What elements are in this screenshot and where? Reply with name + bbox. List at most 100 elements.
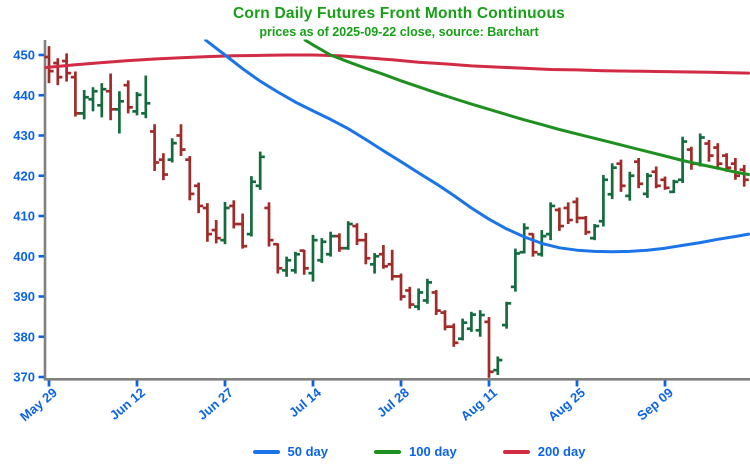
y-tick-label: 420	[13, 168, 35, 183]
x-tick-label: Aug 25	[545, 385, 588, 424]
ohlc-bar	[246, 176, 256, 237]
ohlc-bar	[581, 216, 591, 235]
legend: 50 day 100 day 200 day	[0, 444, 750, 459]
y-tick-label: 450	[13, 48, 35, 63]
ohlc-bar	[282, 256, 292, 277]
ohlc-bar	[150, 124, 160, 171]
y-tick-label: 400	[13, 249, 35, 264]
y-tick-label: 440	[13, 88, 35, 103]
ohlc-bar	[141, 75, 151, 119]
ohlc-bar	[211, 220, 221, 244]
ohlc-bar	[660, 176, 670, 190]
ohlc-bar	[378, 244, 388, 269]
legend-item-200-day: 200 day	[502, 444, 586, 459]
legend-label-100-day: 100 day	[409, 444, 457, 459]
y-tick-label: 430	[13, 128, 35, 143]
ohlc-bar	[704, 139, 714, 162]
ohlc-bar	[62, 53, 72, 82]
y-tick-label: 380	[13, 329, 35, 344]
legend-label-50-day: 50 day	[287, 444, 329, 459]
ohlc-bar	[572, 197, 582, 224]
ohlc-bar	[167, 138, 177, 163]
x-tick-label: Jun 27	[195, 385, 236, 423]
y-tick-label: 410	[13, 209, 35, 224]
ohlc-bar	[317, 238, 327, 264]
ohlc-bar	[238, 213, 248, 249]
ohlc-bar	[502, 301, 512, 329]
ohlc-bar	[308, 234, 318, 282]
chart-title: Corn Daily Futures Front Month Continuou…	[233, 5, 565, 22]
ohlc-bar	[299, 249, 309, 275]
ohlc-bar	[194, 182, 204, 214]
ohlc-bar	[106, 73, 116, 121]
ma200-line	[44, 53, 750, 75]
ohlc-bar	[255, 151, 265, 190]
ohlc-bar	[97, 83, 107, 118]
ohlc-bar	[264, 202, 274, 247]
x-tick-label: Jul 14	[286, 384, 324, 420]
ohlc-bar	[642, 172, 652, 198]
ohlc-bar	[88, 87, 98, 112]
ohlc-bar	[343, 221, 353, 250]
ohlc-bar	[634, 158, 644, 189]
ohlc-bar	[607, 163, 617, 200]
ohlc-bar	[370, 253, 380, 274]
ohlc-bar	[79, 90, 89, 120]
y-tick-label: 370	[13, 370, 35, 385]
ohlc-bar	[730, 158, 740, 180]
ohlc-bar	[132, 92, 142, 116]
ohlc-bar	[44, 46, 54, 84]
ohlc-bar	[414, 288, 424, 311]
ohlc-bar	[466, 311, 476, 332]
chart-subtitle: prices as of 2025-09-22 close, source: B…	[259, 25, 539, 39]
x-tick-label: Aug 11	[458, 385, 500, 424]
ohlc-bar	[686, 146, 696, 170]
ma100-line	[303, 39, 750, 176]
ohlc-bar	[405, 286, 415, 309]
x-tick-label: May 29	[17, 385, 60, 424]
ohlc-bar	[651, 166, 661, 189]
ohlc-bar	[493, 356, 503, 375]
ohlc-bar	[220, 201, 230, 245]
ohlc-bar	[510, 248, 520, 292]
chart-header: Corn Daily Futures Front Month Continuou…	[0, 0, 750, 39]
ohlc-bar	[158, 153, 168, 181]
ohlc-bar	[53, 58, 63, 86]
ohlc-bars	[44, 46, 749, 378]
ohlc-bar	[528, 232, 538, 257]
ohlc-bar	[114, 91, 124, 134]
x-tick-label: Jun 12	[107, 385, 148, 423]
x-tick-label: Sep 09	[634, 385, 676, 423]
ohlc-bar	[123, 80, 133, 114]
ohlc-bar	[290, 251, 300, 274]
ohlc-bar	[554, 207, 564, 231]
ohlc-bar	[176, 124, 186, 157]
ohlc-bar	[458, 318, 468, 341]
ma50-line	[204, 39, 750, 254]
ohlc-bar	[202, 203, 212, 242]
ma200-line-swatch	[502, 449, 530, 454]
ohlc-bar	[713, 143, 723, 170]
legend-item-100-day: 100 day	[374, 444, 457, 459]
ohlc-bar	[616, 159, 626, 192]
ohlc-bar	[387, 249, 397, 281]
ohlc-bar	[546, 202, 556, 241]
ohlc-bar	[625, 171, 635, 201]
ohlc-bar	[669, 179, 679, 194]
ohlc-bar	[70, 71, 80, 117]
legend-label-200-day: 200 day	[537, 444, 586, 459]
ohlc-bar	[475, 310, 485, 337]
ohlc-bar	[739, 164, 749, 187]
ma100-line-swatch	[374, 449, 402, 454]
ohlc-bar	[422, 278, 432, 304]
y-tick-label: 390	[13, 289, 35, 304]
ohlc-bar	[431, 290, 441, 316]
ohlc-bar	[563, 202, 573, 225]
ohlc-bar	[229, 200, 239, 229]
ohlc-bar	[484, 317, 494, 378]
ohlc-bar	[695, 133, 705, 167]
ohlc-bar	[440, 310, 450, 331]
ohlc-bar	[449, 323, 459, 347]
